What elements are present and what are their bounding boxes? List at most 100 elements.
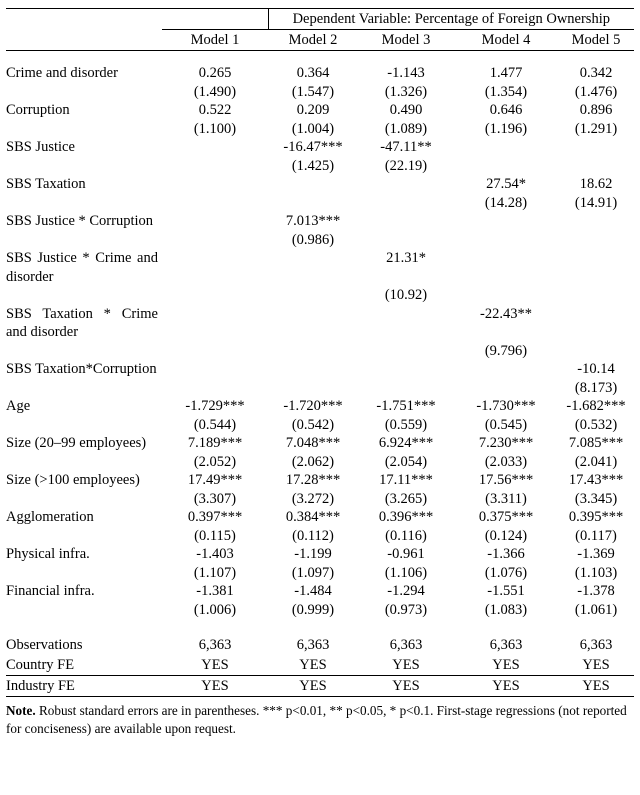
- variable-label: SBS Taxation*Corruption: [6, 361, 157, 377]
- coefficient-value: 0.396***: [378, 509, 434, 525]
- standard-error-value: (0.973): [384, 601, 428, 618]
- table-row-coefficient: Corruption 0.522 0.209 0.490 0.646 0.896: [6, 101, 634, 120]
- coefficient-value: -1.720***: [283, 398, 343, 414]
- standard-error-value: (8.173): [574, 379, 618, 396]
- coefficient-value: [358, 175, 454, 194]
- table-row-coefficient: SBS Justice * Crime and disorder 21.31*: [6, 249, 634, 286]
- standard-error-value: [454, 231, 558, 250]
- regression-table-page: Dependent Variable: Percentage of Foreig…: [6, 8, 635, 736]
- coefficient-value: -10.14: [577, 361, 615, 377]
- coefficient-value: 6.924***: [378, 435, 434, 451]
- variable-label: SBS Justice * Crime and disorder: [6, 250, 158, 285]
- standard-error-value: (3.272): [291, 490, 335, 507]
- standard-error-value: (0.999): [291, 601, 335, 618]
- coefficient-value: 0.375***: [478, 509, 534, 525]
- table-row-coefficient: SBS Taxation*Corruption -10.14: [6, 360, 634, 379]
- coefficient-value: -47.11**: [380, 139, 432, 155]
- summary-value: 6,363: [489, 637, 523, 653]
- coefficient-value: -1.682***: [566, 398, 626, 414]
- standard-error-value: (1.106): [384, 564, 428, 581]
- coefficient-value: 0.490: [389, 102, 423, 118]
- variable-label: Age: [6, 398, 31, 414]
- standard-error-value: [454, 157, 558, 176]
- table-row-coefficient: Size (20–99 employees) 7.189*** 7.048*** 6.…: [6, 434, 634, 453]
- table-row-coefficient: SBS Justice * Corruption 7.013***: [6, 212, 634, 231]
- standard-error-value: [558, 231, 634, 250]
- standard-error-value: (1.061): [574, 601, 618, 618]
- table-row-standard-error: (9.796): [6, 342, 634, 361]
- table-row-summary: Country FE YES YES YES YES YES: [6, 655, 635, 676]
- regression-table: Dependent Variable: Percentage of Foreig…: [6, 8, 635, 697]
- standard-error-value: (1.083): [484, 601, 528, 618]
- standard-error-value: (1.089): [384, 120, 428, 137]
- coefficient-value: 27.54*: [486, 176, 526, 192]
- standard-error-value: (0.117): [575, 527, 617, 544]
- coefficient-value: -0.961: [387, 546, 425, 562]
- table-row-standard-error: (14.28) (14.91): [6, 194, 634, 213]
- standard-error-value: (1.425): [291, 157, 335, 174]
- table-row-standard-error: (2.052) (2.062) (2.054) (2.033) (2.041): [6, 453, 634, 472]
- standard-error-value: (0.124): [484, 527, 528, 544]
- summary-value: YES: [558, 675, 635, 697]
- table-row-summary: Industry FE YES YES YES YES YES: [6, 675, 635, 697]
- standard-error-value: [454, 286, 558, 305]
- coefficient-value: -1.551: [487, 583, 525, 599]
- summary-value: YES: [454, 655, 558, 676]
- coefficient-value: 1.477: [489, 65, 523, 81]
- table-row-standard-error: (1.006) (0.999) (0.973) (1.083) (1.061): [6, 601, 634, 620]
- coefficient-rows: Crime and disorder 0.265 0.364 -1.143 1.477 0…: [6, 51, 634, 620]
- coefficient-value: -1.366: [487, 546, 525, 562]
- standard-error-value: (1.196): [484, 120, 528, 137]
- summary-value: YES: [358, 655, 454, 676]
- coefficient-value: -1.369: [577, 546, 615, 562]
- standard-error-value: (2.052): [193, 453, 237, 470]
- table-row-coefficient: Physical infra. -1.403 -1.199 -0.961 -1.366 -…: [6, 545, 634, 564]
- coefficient-value: -1.199: [294, 546, 332, 562]
- coefficient-value: -1.751***: [376, 398, 436, 414]
- coefficient-value: 17.28***: [285, 472, 341, 488]
- variable-label: SBS Justice: [6, 139, 75, 155]
- variable-label: Corruption: [6, 102, 70, 118]
- variable-label-spacer: [6, 416, 162, 435]
- model-row-spacer: [6, 29, 162, 51]
- coefficient-value: -1.729***: [185, 398, 245, 414]
- column-header-model-4: Model 4: [454, 29, 558, 51]
- variable-label: SBS Taxation * Crime and disorder: [6, 305, 158, 341]
- standard-error-value: (3.311): [485, 490, 527, 507]
- standard-error-value: [162, 194, 268, 213]
- coefficient-value: 17.56***: [478, 472, 534, 488]
- coefficient-value: 0.364: [296, 65, 330, 81]
- summary-value: YES: [268, 655, 358, 676]
- standard-error-value: (3.307): [193, 490, 237, 507]
- variable-label-spacer: [6, 286, 162, 305]
- coefficient-value: 17.43***: [568, 472, 624, 488]
- coefficient-value: -1.403: [196, 546, 234, 562]
- standard-error-value: [162, 379, 268, 398]
- coefficient-value: [268, 305, 358, 342]
- standard-error-value: [162, 286, 268, 305]
- variable-label-spacer: [6, 231, 162, 250]
- coefficient-value: -1.381: [196, 583, 234, 599]
- standard-error-value: (1.490): [193, 83, 237, 100]
- summary-label: Industry FE: [6, 675, 162, 697]
- summary-value: YES: [454, 675, 558, 697]
- caption-spacer-model1: [162, 8, 268, 30]
- caption-row: Dependent Variable: Percentage of Foreig…: [6, 8, 635, 30]
- summary-rows: Observations 6,363 6,363 6,363 6,363 6,363 Cou…: [6, 619, 635, 697]
- coefficient-value: [162, 212, 268, 231]
- summary-value: YES: [268, 675, 358, 697]
- coefficient-value: 0.395***: [568, 509, 624, 525]
- table-row-summary: Observations 6,363 6,363 6,363 6,363 6,363: [6, 619, 634, 655]
- coefficient-value: [162, 138, 268, 157]
- table-row-standard-error: (0.115) (0.112) (0.116) (0.124) (0.117): [6, 527, 634, 546]
- table-row-standard-error: (1.100) (1.004) (1.089) (1.196) (1.291): [6, 120, 634, 139]
- coefficient-value: [558, 249, 634, 286]
- standard-error-value: (0.559): [384, 416, 428, 433]
- standard-error-value: (1.476): [574, 83, 618, 100]
- coefficient-value: [358, 212, 454, 231]
- table-row-coefficient: Age -1.729*** -1.720*** -1.751*** -1.730*** -…: [6, 397, 634, 416]
- coefficient-value: 7.189***: [187, 435, 243, 451]
- standard-error-value: [558, 286, 634, 305]
- coefficient-value: [454, 249, 558, 286]
- standard-error-value: (1.100): [193, 120, 237, 137]
